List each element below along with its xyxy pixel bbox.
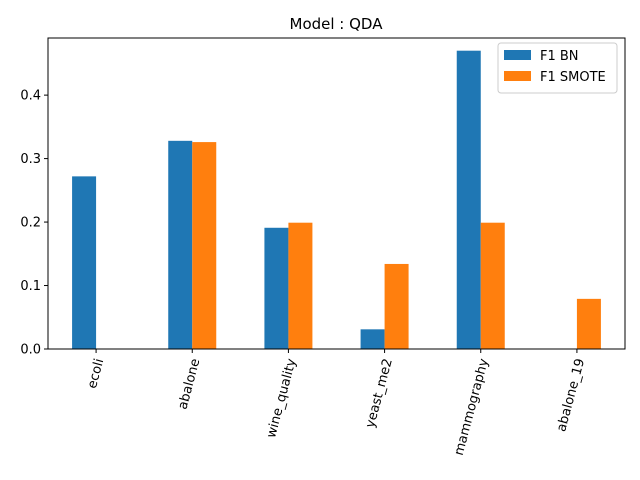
bar-f1-bn-wine_quality <box>264 227 289 349</box>
bar-f1-bn-ecoli <box>72 176 97 349</box>
x-tick-label: yeast_me2 <box>363 357 396 429</box>
plot-frame <box>47 37 626 350</box>
bar-f1-smote-yeast_me2 <box>384 263 409 349</box>
bar-f1-smote-abalone <box>192 142 217 349</box>
legend-label: F1 BN <box>540 49 579 64</box>
y-tick-label: 0.1 <box>20 279 41 294</box>
legend-swatch-f1-smote <box>504 71 531 81</box>
bar-f1-bn-yeast_me2 <box>360 329 385 349</box>
x-tick-label: wine_quality <box>264 357 300 440</box>
x-tick-label: abalone <box>176 357 204 411</box>
bar-f1-bn-mammography <box>456 50 481 349</box>
y-tick-label: 0.3 <box>20 152 41 167</box>
legend-label: F1 SMOTE <box>540 70 606 85</box>
legend-swatch-f1-bn <box>504 50 531 60</box>
y-tick-label: 0.2 <box>20 216 41 231</box>
bar-f1-smote-abalone_19 <box>576 298 601 349</box>
x-tick-label: ecoli <box>85 357 107 390</box>
legend: F1 BN F1 SMOTE <box>497 42 618 94</box>
bar-f1-smote-wine_quality <box>288 222 313 349</box>
x-axis: ecoli abalone wine_quality yeast_me2 mammogr… <box>85 349 588 457</box>
y-tick-label: 0.0 <box>20 343 41 358</box>
chart-title: Model : QDA <box>290 15 384 33</box>
y-axis: 0.0 0.1 0.2 0.3 0.4 <box>20 89 48 358</box>
x-tick-label: abalone_19 <box>554 357 588 433</box>
bar-f1-smote-mammography <box>480 222 505 349</box>
bars-group <box>72 50 601 349</box>
bar-f1-bn-abalone <box>168 140 193 349</box>
y-tick-label: 0.4 <box>20 89 41 104</box>
x-tick-label: mammography <box>452 357 492 457</box>
